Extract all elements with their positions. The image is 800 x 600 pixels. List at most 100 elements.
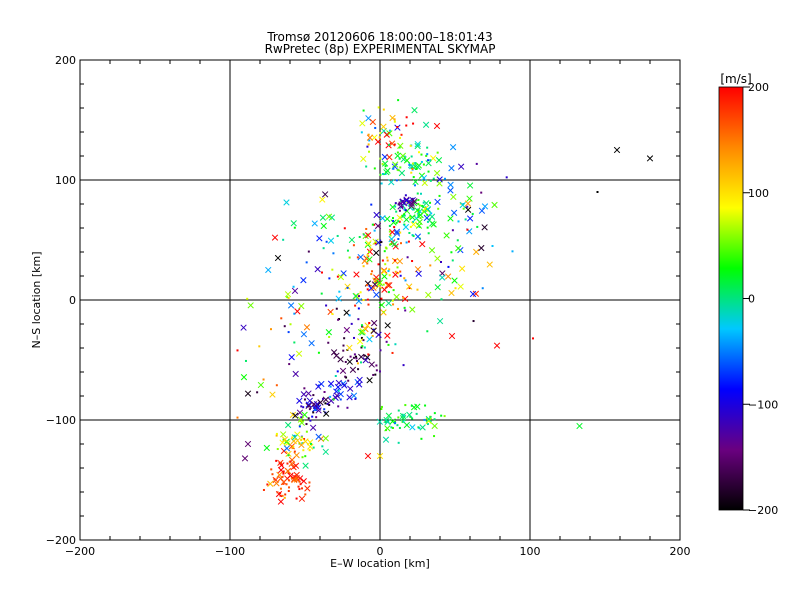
point-cross — [455, 245, 462, 252]
y-axis-label: N–S location [km] — [30, 251, 43, 348]
point-cross — [457, 163, 465, 170]
point-dot — [429, 264, 432, 267]
point-dot — [464, 218, 467, 221]
point-dot — [275, 384, 278, 387]
point-cross — [320, 222, 327, 230]
point-cross — [414, 140, 421, 148]
point-dot — [286, 462, 289, 465]
point-dot — [398, 426, 401, 429]
point-dot — [433, 435, 436, 438]
point-dot — [303, 398, 306, 401]
point-cross — [353, 293, 360, 300]
point-cross — [370, 327, 377, 334]
point-dot — [362, 109, 365, 112]
point-cross — [406, 283, 413, 290]
point-dot — [334, 374, 337, 377]
point-dot — [394, 422, 397, 425]
point-dot — [285, 483, 288, 486]
point-cross — [392, 271, 399, 278]
point-dot — [412, 122, 415, 125]
point-dot — [416, 288, 419, 291]
point-dot — [450, 251, 453, 254]
point-cross — [325, 329, 333, 336]
point-dot — [353, 353, 356, 356]
point-dot — [426, 226, 429, 229]
point-dot — [480, 191, 483, 194]
point-cross — [370, 284, 377, 291]
point-dot — [411, 234, 414, 237]
point-dot — [288, 363, 291, 366]
point-dot — [422, 205, 425, 208]
point-dot — [399, 270, 402, 273]
point-dot — [282, 238, 285, 241]
point-dot — [373, 167, 376, 170]
point-cross — [374, 222, 382, 230]
point-dot — [363, 346, 366, 349]
point-cross — [450, 209, 458, 216]
point-cross — [319, 214, 327, 221]
point-dot — [320, 271, 323, 274]
point-cross — [481, 224, 488, 231]
point-dot — [410, 404, 413, 407]
point-dot — [362, 299, 365, 302]
point-dot — [366, 288, 369, 291]
point-dot — [372, 373, 375, 376]
point-cross — [325, 213, 333, 220]
point-dot — [379, 349, 382, 352]
point-dot — [270, 468, 273, 471]
point-dot — [403, 306, 406, 309]
point-dot — [343, 337, 346, 340]
point-dot — [336, 275, 339, 278]
point-cross — [315, 407, 322, 414]
point-dot — [337, 389, 340, 392]
colorbar-label: [m/s] — [720, 72, 751, 86]
point-dot — [308, 481, 311, 484]
point-dot — [404, 209, 407, 212]
point-cross — [271, 234, 279, 241]
point-dot — [398, 157, 401, 160]
point-dot — [279, 487, 282, 490]
point-cross — [436, 317, 444, 325]
point-dot — [379, 173, 382, 176]
point-dot — [411, 162, 414, 165]
point-dot — [366, 298, 369, 301]
point-cross — [360, 155, 367, 163]
point-cross — [403, 216, 410, 223]
colorbar-tick-label: −200 — [748, 504, 778, 517]
point-dot — [303, 387, 306, 390]
point-dot — [402, 420, 405, 423]
point-dot — [392, 289, 395, 292]
point-dot — [404, 279, 407, 282]
point-dot — [293, 450, 296, 453]
point-dot — [266, 483, 269, 486]
point-dot — [422, 163, 425, 166]
point-dot — [380, 182, 383, 185]
colorbar-ticks: 200 100 0 −100 −200 — [743, 81, 778, 517]
point-cross — [375, 331, 382, 338]
colorbar-tick-label: 200 — [748, 81, 769, 94]
point-dot — [293, 341, 296, 344]
point-dot — [312, 411, 315, 414]
point-cross — [322, 448, 329, 456]
point-dot — [472, 320, 475, 323]
point-dot — [417, 203, 420, 206]
point-cross — [364, 452, 372, 460]
point-dot — [322, 247, 325, 250]
point-dot — [371, 223, 374, 226]
point-dot — [293, 312, 296, 315]
point-cross — [314, 266, 321, 273]
x-tick-label: −100 — [215, 545, 245, 558]
point-dot — [287, 454, 290, 457]
point-cross — [412, 178, 419, 186]
point-dot — [282, 470, 285, 473]
point-cross — [322, 435, 329, 442]
point-dot — [419, 192, 422, 195]
point-dot — [305, 261, 308, 264]
point-dot — [344, 360, 347, 363]
y-tick-label: 0 — [69, 294, 76, 307]
point-cross — [466, 195, 473, 202]
point-dot — [396, 151, 399, 154]
point-cross — [305, 390, 312, 397]
point-dot — [350, 322, 353, 325]
point-dot — [256, 391, 259, 394]
